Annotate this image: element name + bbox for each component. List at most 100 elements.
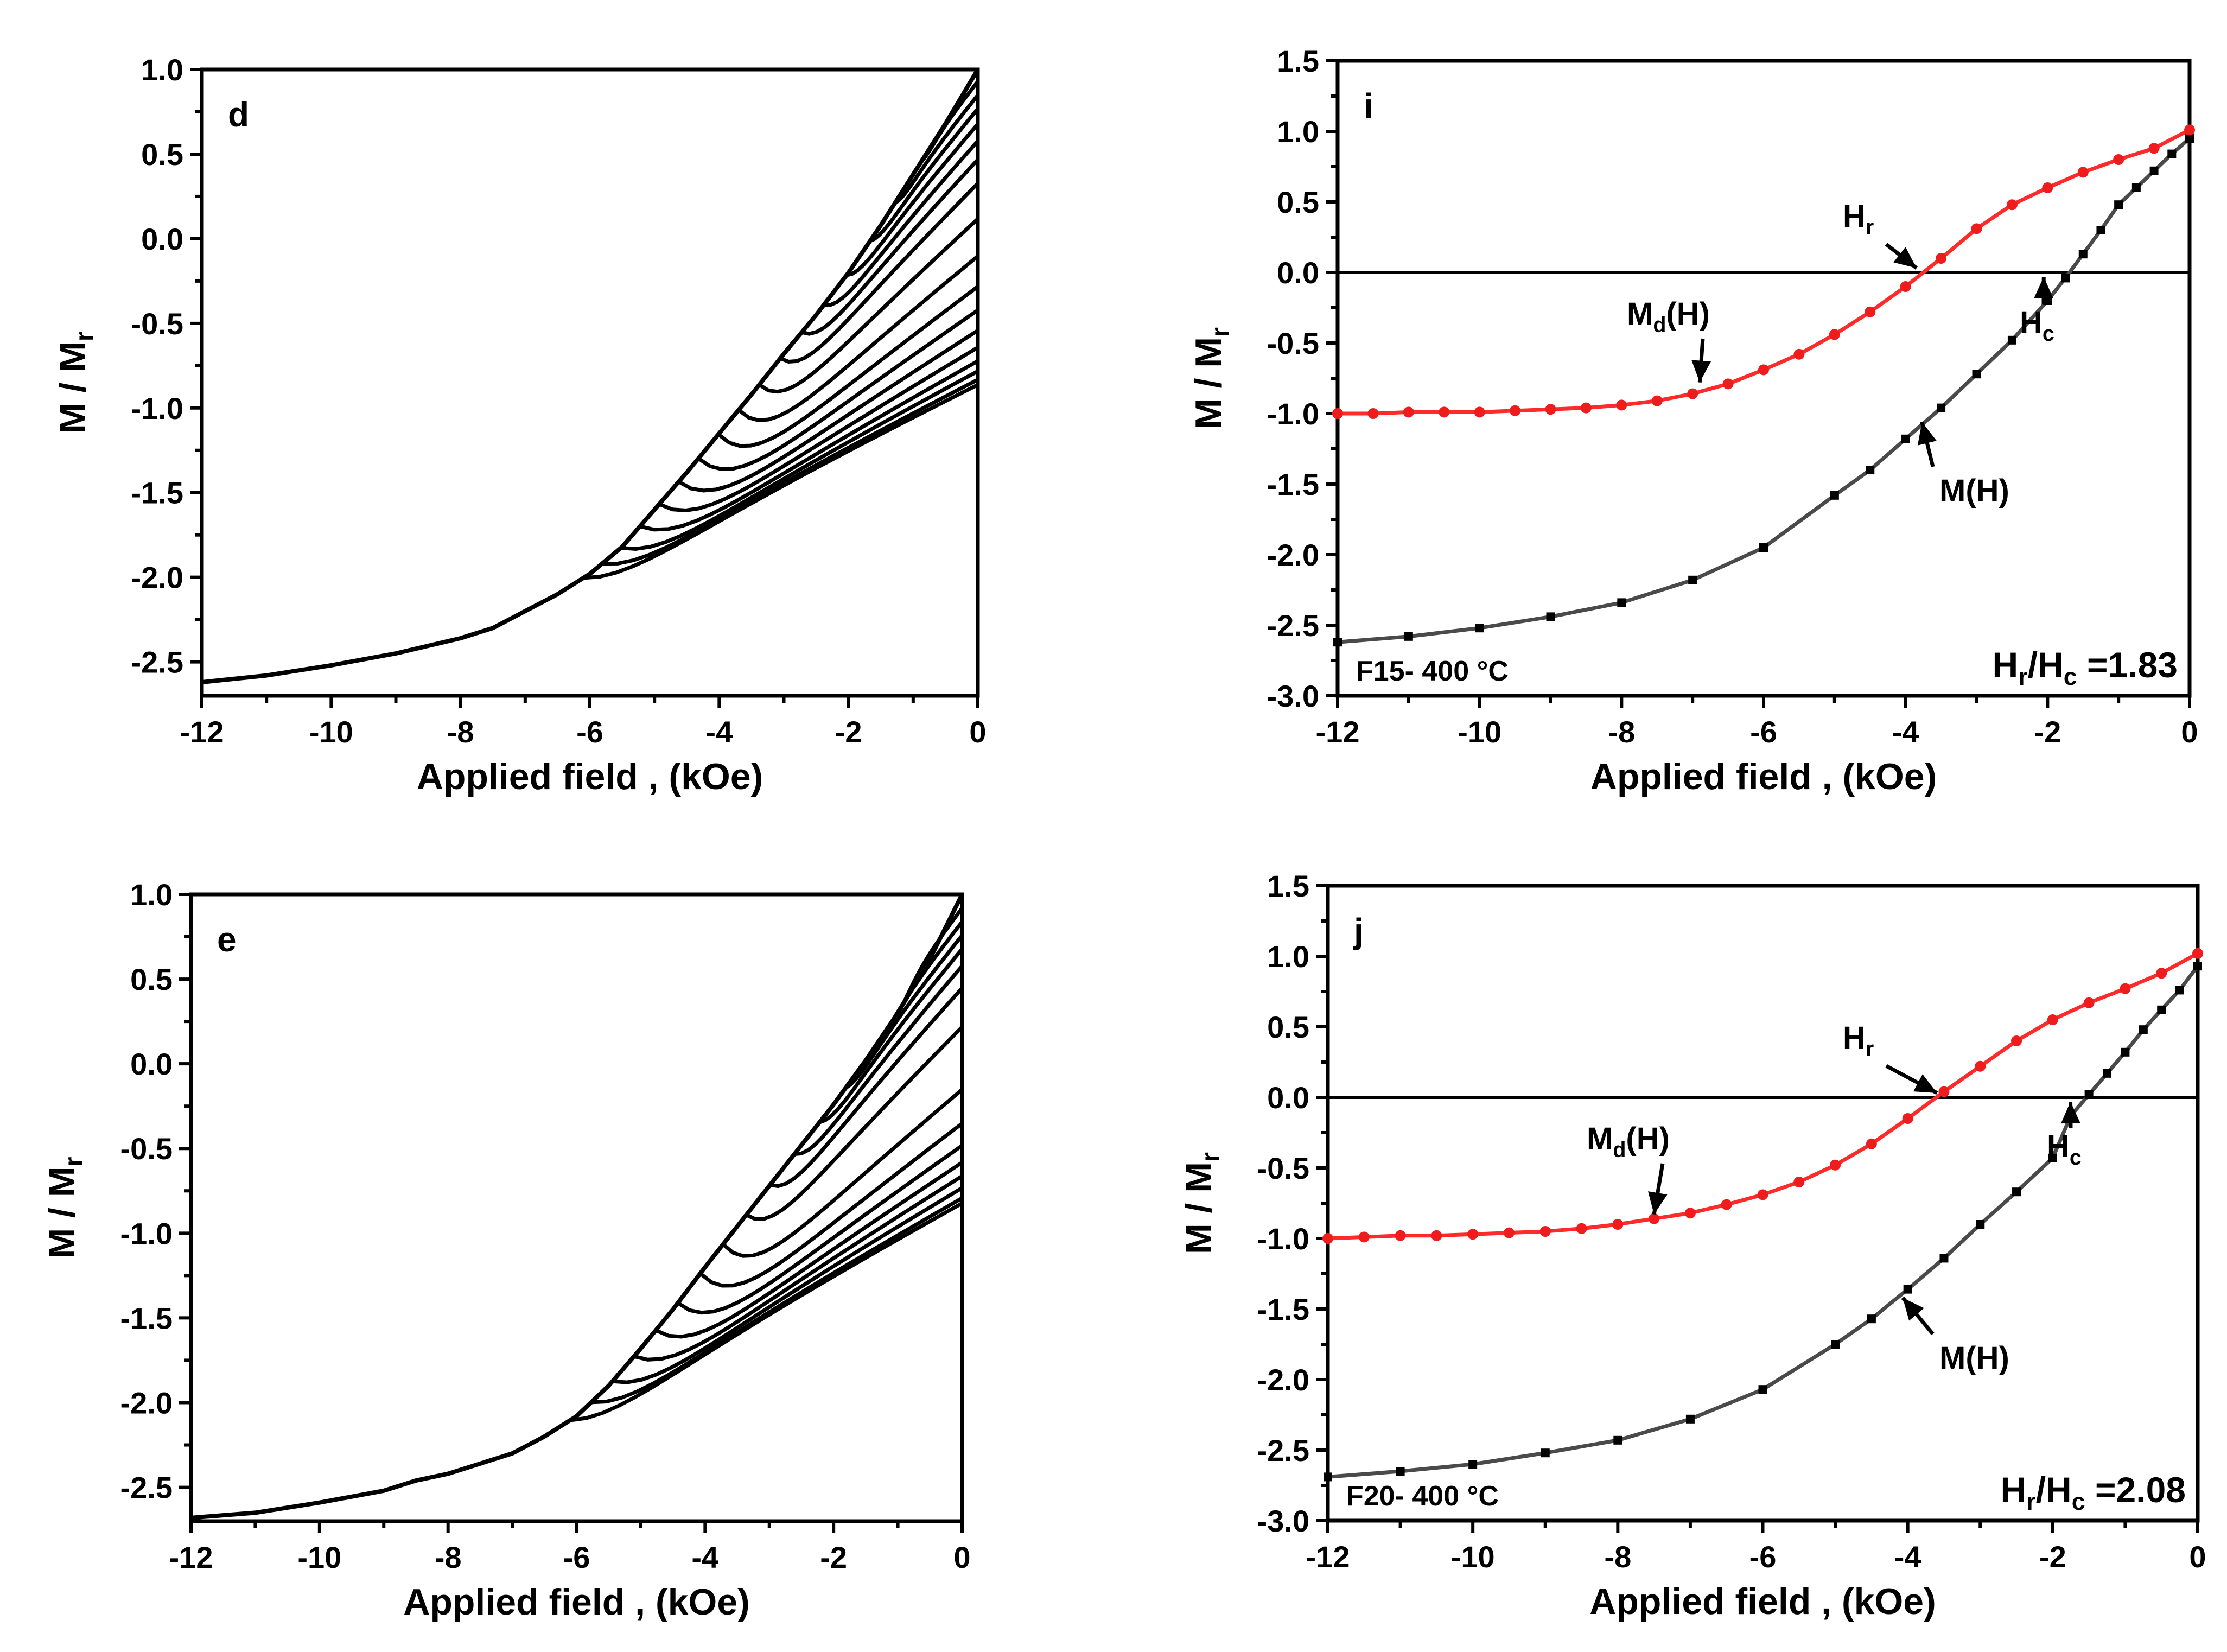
y-tick-label: -2.0 <box>120 1386 173 1420</box>
y-tick-label: 1.5 <box>1277 44 1319 78</box>
m-point <box>1613 1435 1622 1445</box>
m-point <box>1617 598 1626 607</box>
y-tick-label: -2.0 <box>1267 538 1320 572</box>
md-point <box>1938 1086 1950 1097</box>
md-point <box>1403 406 1414 418</box>
md-point <box>1322 1233 1333 1244</box>
md-point <box>2184 124 2195 136</box>
m-curve <box>1327 965 2199 1479</box>
md-point <box>1975 1060 1986 1072</box>
forc-curve <box>639 359 979 532</box>
md-point <box>1758 364 1769 376</box>
y-tick-label: 1.0 <box>1277 115 1319 149</box>
md-point <box>1545 404 1556 415</box>
m-point <box>1396 1467 1405 1476</box>
panel-label: d <box>228 95 249 134</box>
m-point <box>2114 200 2123 209</box>
md-point <box>1576 1223 1587 1234</box>
m-point <box>1972 370 1981 379</box>
hr-annotation: Hr <box>1843 199 1874 239</box>
y-tick-label: -1.5 <box>1257 1292 1310 1326</box>
md-point <box>1439 406 1450 418</box>
x-tick-label: -6 <box>563 1540 590 1574</box>
m-point <box>2096 226 2105 234</box>
m-point <box>2149 166 2159 175</box>
m-point <box>1688 575 1697 584</box>
x-tick-label: -2 <box>820 1540 847 1574</box>
forc-curve <box>846 123 979 277</box>
x-tick-label: -4 <box>691 1540 718 1574</box>
y-tick-label: 0.5 <box>1277 185 1319 219</box>
md-point <box>1830 1159 1841 1171</box>
md-annotation: Md(H) <box>1587 1121 1670 1162</box>
forc-curve <box>699 1122 964 1288</box>
y-tick-label: -2.5 <box>120 1471 173 1505</box>
x-tick-label: -2 <box>2039 1540 2066 1574</box>
m-point <box>1831 1340 1840 1349</box>
md-point <box>2156 968 2167 979</box>
x-tick-label: -10 <box>297 1540 341 1574</box>
hc-arrow-head <box>2034 277 2054 299</box>
m-point <box>2175 986 2184 995</box>
x-tick-label: -2 <box>835 715 862 749</box>
x-tick-label: -12 <box>169 1540 213 1574</box>
y-tick-label: -1.0 <box>131 391 184 425</box>
m-point <box>2185 134 2194 143</box>
x-tick-label: -8 <box>1604 1540 1631 1574</box>
forc-curve <box>633 1174 963 1362</box>
md-point <box>2120 983 2131 994</box>
y-axis-label: M / Mr <box>1178 1152 1224 1254</box>
sample-label: F15- 400 °C <box>1356 656 1509 687</box>
forc-curve <box>801 158 979 336</box>
m-annotation: M(H) <box>1939 1340 2009 1376</box>
forc-curve <box>620 369 979 551</box>
x-tick-label: -8 <box>435 1540 462 1574</box>
x-axis-label: Applied field , (kOe) <box>1589 1581 1936 1622</box>
md-point <box>2113 154 2124 165</box>
x-tick-label: -12 <box>1306 1540 1350 1574</box>
forc-curve <box>769 987 964 1189</box>
y-tick-label: -1.0 <box>1257 1222 1310 1256</box>
md-point <box>1902 1113 1913 1124</box>
y-tick-label: 0.0 <box>1267 1081 1309 1115</box>
md-point <box>1684 1208 1696 1219</box>
y-tick-label: -1.5 <box>131 476 184 510</box>
y-tick-label: 1.5 <box>1267 869 1309 903</box>
m-point <box>1685 1414 1695 1424</box>
x-tick-label: -10 <box>309 715 353 749</box>
m-point <box>1939 1254 1949 1263</box>
y-tick-label: -0.5 <box>1257 1151 1310 1185</box>
m-point <box>1546 612 1555 621</box>
m-point <box>2131 183 2141 192</box>
panel-label: j <box>1353 911 1364 950</box>
m-point <box>1468 1460 1478 1469</box>
m-point <box>1759 543 1768 552</box>
forc-curve <box>844 934 964 1090</box>
forc-curve <box>602 378 979 566</box>
x-tick-label: -6 <box>576 715 603 749</box>
forc-curve <box>655 1161 963 1339</box>
forc-curve <box>819 948 964 1124</box>
md-point <box>1467 1229 1479 1240</box>
y-tick-label: -1.0 <box>120 1216 173 1250</box>
m-point <box>1324 1472 1332 1482</box>
m-point <box>2012 1187 2021 1197</box>
forc-curve <box>894 94 979 205</box>
md-point <box>2006 199 2018 211</box>
md-point <box>1649 1213 1660 1224</box>
y-tick-label: -1.5 <box>1267 467 1320 501</box>
y-tick-label: 0.0 <box>141 222 183 256</box>
m-point <box>2139 1025 2148 1034</box>
md-point <box>2011 1035 2022 1046</box>
forc-curve <box>677 1143 964 1315</box>
md-point <box>1865 306 1876 317</box>
x-tick-label: -4 <box>705 715 733 749</box>
m-point <box>1937 403 1946 412</box>
x-tick-label: -4 <box>1894 1540 1921 1574</box>
forc-curve <box>658 346 979 513</box>
m-arrow-head <box>1917 422 1937 446</box>
x-tick-label: -2 <box>2034 715 2061 749</box>
md-point <box>1474 406 1485 418</box>
m-point <box>2121 1047 2130 1057</box>
y-axis-label: M / Mr <box>1188 327 1234 429</box>
